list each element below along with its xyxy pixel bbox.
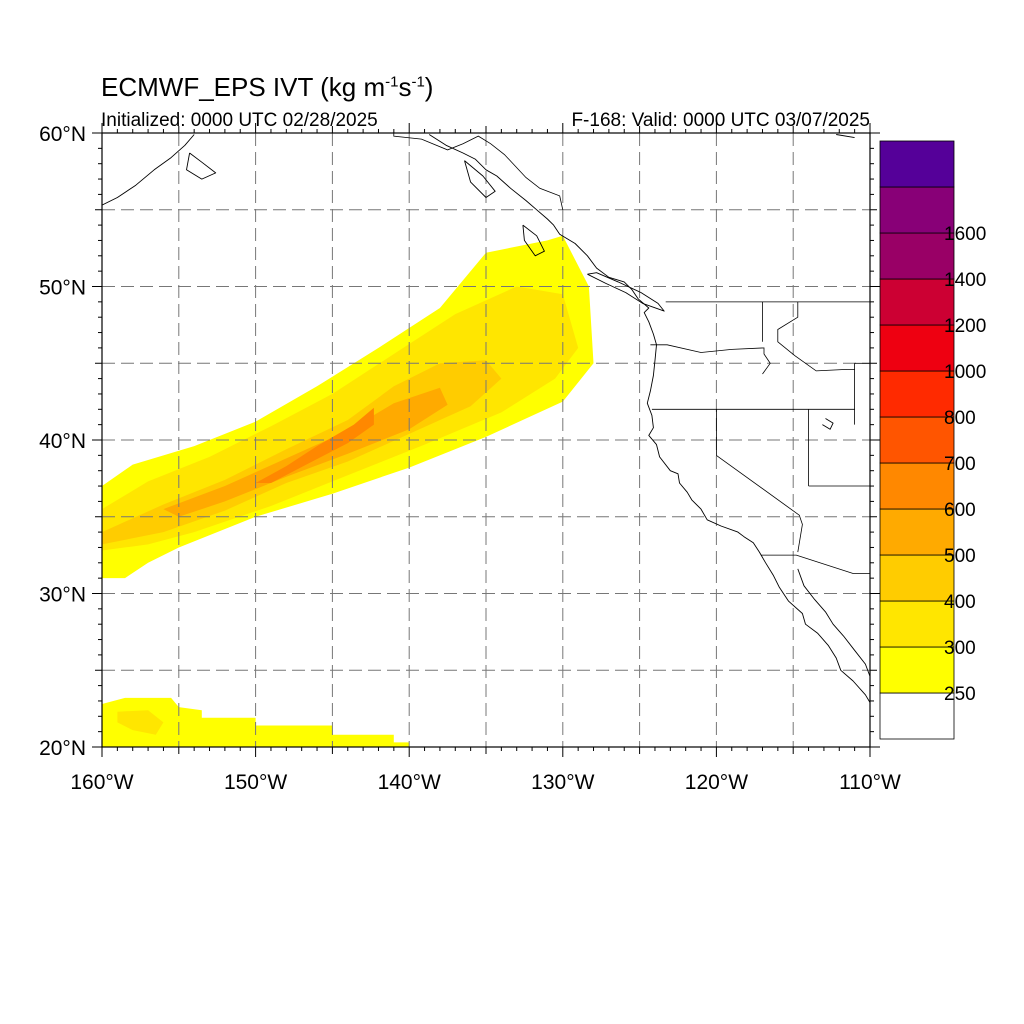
colorbar-label: 1400 [944, 270, 986, 291]
colorbar-swatch [879, 462, 955, 510]
colorbar-swatch [879, 508, 955, 556]
coastline [822, 418, 834, 430]
colorbar-swatch [879, 324, 955, 372]
colorbar-label: 250 [944, 684, 976, 705]
title-sup-2: -1 [411, 73, 425, 91]
colorbar-label: 1000 [944, 362, 986, 383]
colorbar-swatch [879, 646, 955, 694]
x-tick-label: 160°W [70, 771, 133, 794]
colorbar-swatch [879, 232, 955, 280]
colorbar-swatch [879, 186, 955, 234]
colorbar-label: 800 [944, 408, 976, 429]
colorbar-swatch [879, 554, 955, 602]
y-tick-label: 20°N [39, 737, 86, 760]
map-title: ECMWF_EPS IVT (kg m-1s-1) [101, 72, 433, 103]
colorbar-swatch [879, 370, 955, 418]
colorbar-swatch [879, 140, 955, 188]
colorbar: 250 300 400 500 600 700 800 1000 1200 1400 1600 [879, 140, 986, 740]
colorbar-label: 700 [944, 454, 976, 475]
political-border [393, 133, 564, 210]
title-main: ECMWF_EPS IVT (kg m [101, 72, 386, 102]
y-tick-label: 50°N [39, 277, 86, 300]
coastline [836, 134, 855, 139]
colorbar-label: 500 [944, 546, 976, 567]
title-mid: s [398, 72, 412, 102]
coastline [102, 134, 195, 206]
axis-ticks: 160°W 150°W 140°W 130°W 120°W 110°W 20°N 30°N 40… [39, 123, 901, 794]
ivt-band-300-6 [117, 710, 164, 735]
x-tick-label: 130°W [531, 771, 594, 794]
colorbar-swatch [879, 416, 955, 464]
coastline [522, 224, 545, 257]
colorbar-swatch [879, 278, 955, 326]
coastline [797, 568, 870, 677]
colorbar-label: 400 [944, 592, 976, 613]
x-tick-label: 140°W [378, 771, 441, 794]
title-sup-1: -1 [385, 73, 399, 91]
y-tick-label: 40°N [39, 430, 86, 453]
x-tick-label: 110°W [839, 771, 901, 794]
political-border [650, 344, 771, 375]
ivt-fill-layer [102, 235, 594, 747]
colorbar-label: 1200 [944, 316, 986, 337]
x-tick-label: 150°W [224, 771, 287, 794]
title-close: ) [424, 72, 434, 102]
colorbar-label: 300 [944, 638, 976, 659]
political-border [760, 554, 870, 574]
coastline [428, 134, 870, 703]
ivt-band-500-3 [163, 387, 448, 517]
y-tick-label: 60°N [39, 123, 86, 146]
coastline [186, 152, 217, 180]
y-tick-label: 30°N [39, 584, 86, 607]
valid-time: F-168: Valid: 0000 UTC 03/07/2025 [571, 110, 870, 131]
coastline [464, 160, 496, 198]
grid-lines [102, 133, 870, 747]
colorbar-swatch [879, 692, 955, 740]
colorbar-swatch [879, 600, 955, 648]
political-border [777, 301, 855, 372]
geography-layer [102, 133, 870, 703]
political-border [716, 409, 803, 553]
x-tick-label: 120°W [685, 771, 748, 794]
colorbar-label: 1600 [944, 224, 986, 245]
colorbar-label: 600 [944, 500, 976, 521]
initialized-time: Initialized: 0000 UTC 02/28/2025 [101, 110, 378, 131]
coastline [587, 272, 665, 312]
